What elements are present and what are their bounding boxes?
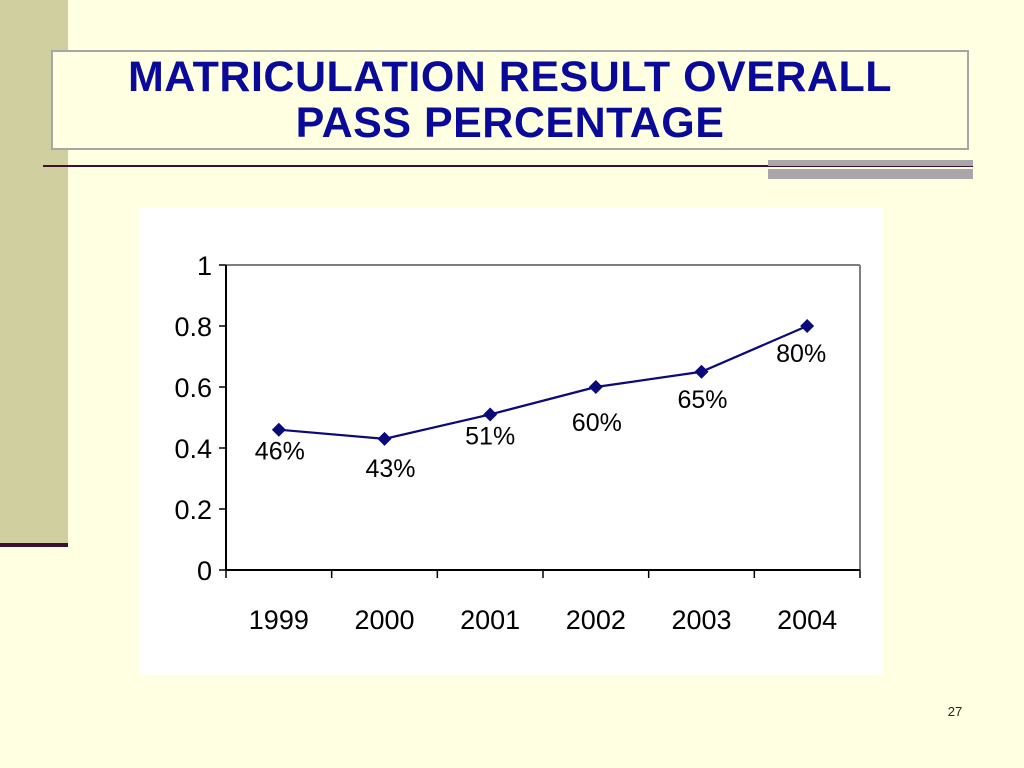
- x-tick-label: 2000: [354, 605, 414, 635]
- line-chart: 0 0.2 0.4 0.6 0.8 1 1999 2000 2001 2002 2003 2004 46…: [174, 251, 861, 635]
- data-point-marker: [800, 319, 815, 333]
- side-bar-rule: [0, 543, 68, 547]
- data-point-marker: [377, 431, 392, 446]
- slide-title-line-1: MATRICULATION RESULT OVERALL: [127, 53, 893, 101]
- data-label: 43%: [365, 455, 415, 483]
- x-tick-label: 2003: [671, 605, 731, 635]
- gray-accent-bar: [768, 160, 973, 179]
- y-tick-label: 1: [197, 251, 212, 281]
- series-line: [278, 324, 808, 440]
- y-tick-label: 0.8: [174, 312, 212, 342]
- data-point-marker: [694, 364, 709, 379]
- x-tick-label: 2001: [460, 605, 520, 635]
- data-label: 46%: [255, 438, 305, 466]
- data-label: 51%: [465, 422, 515, 450]
- data-label: 60%: [572, 409, 622, 437]
- slide-title-line-2: PASS PERCENTAGE: [295, 99, 725, 147]
- page-number: 27: [947, 704, 963, 719]
- data-label: 80%: [776, 340, 826, 368]
- chart-panel: 0 0.2 0.4 0.6 0.8 1 1999 2000 2001 2002 2003 2004 46…: [139, 208, 883, 675]
- data-point-marker: [483, 407, 498, 422]
- title-divider-rule: [43, 165, 973, 167]
- y-tick-label: 0.2: [174, 495, 212, 525]
- data-point-marker: [588, 380, 603, 394]
- data-point-marker: [271, 422, 286, 437]
- y-tick-label: 0: [197, 556, 212, 586]
- x-tick-label: 2002: [566, 605, 626, 635]
- y-tick-label: 0.6: [174, 373, 212, 403]
- slide-title-box: MATRICULATION RESULT OVERALL PASS PERCEN…: [51, 50, 969, 150]
- data-label: 65%: [677, 386, 727, 414]
- x-tick-label: 1999: [249, 605, 309, 635]
- y-tick-label: 0.4: [174, 434, 212, 464]
- x-tick-label: 2004: [777, 605, 837, 635]
